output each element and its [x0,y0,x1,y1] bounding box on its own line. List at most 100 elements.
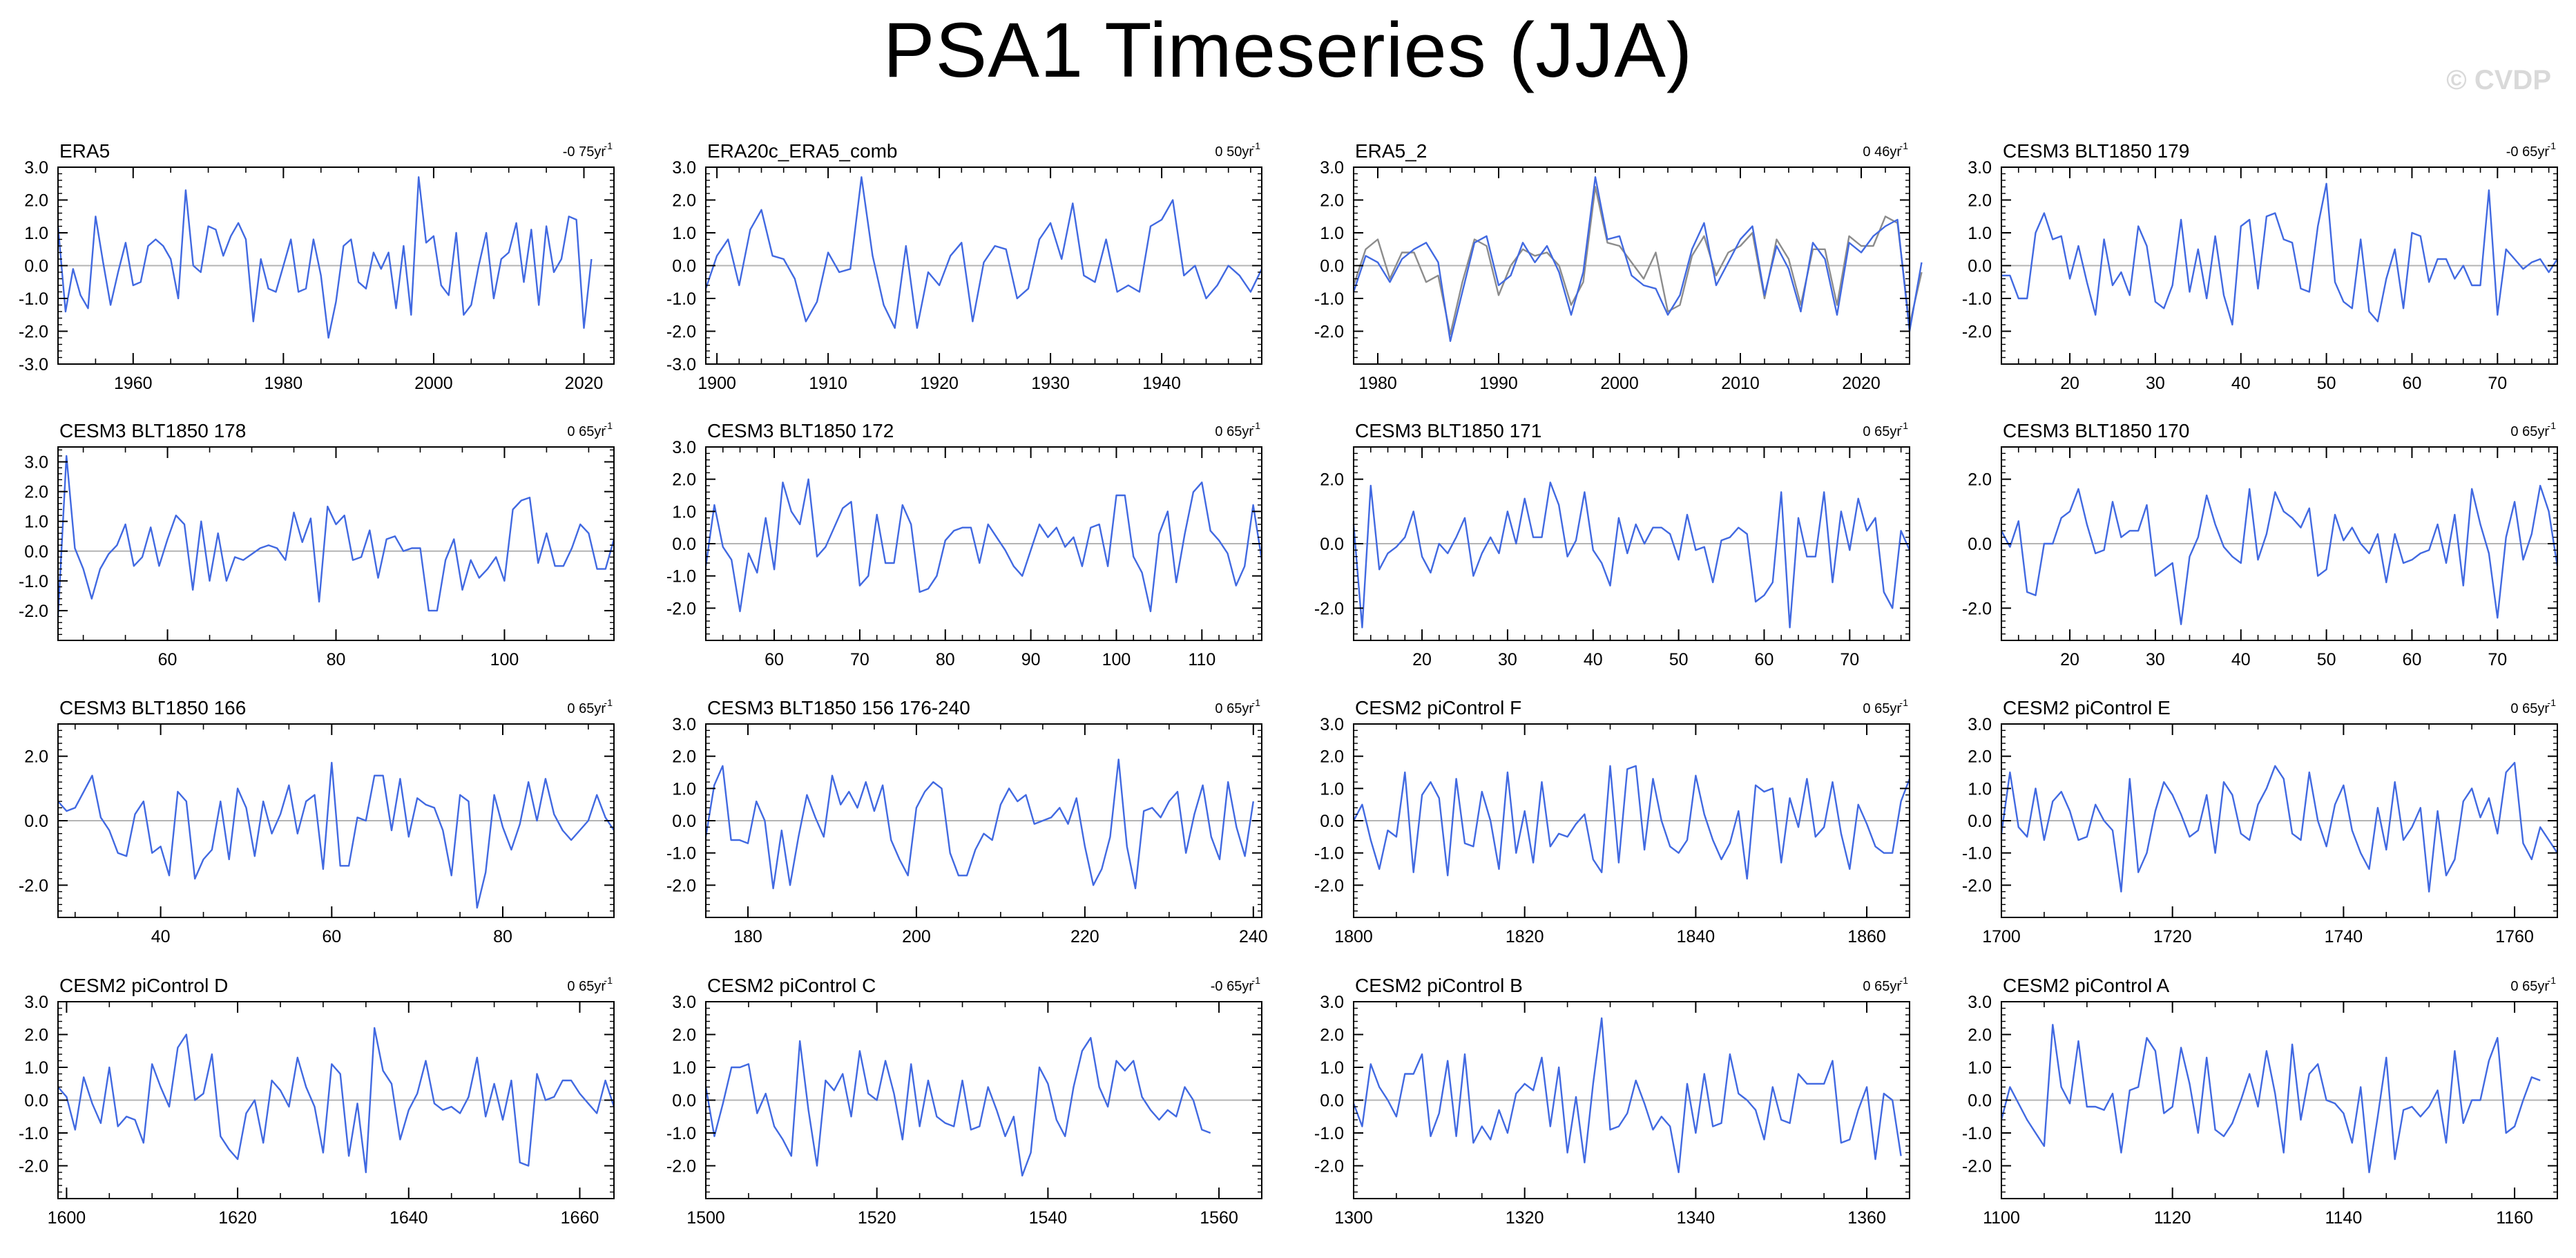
y-tick-label: 1.0 [1968,224,1992,243]
trend-exponent: -1 [1900,975,1909,986]
y-tick-label: 2.0 [1968,747,1992,767]
trend-label: 0 65yr [2510,701,2549,716]
x-tick-label: 1930 [1031,374,1070,393]
panel-12: 1700 1720 1740 1760 -2.0 -1.0 0.0 1.0 2.0 3.0 CESM… [1962,697,2559,946]
x-tick-label: 20 [2060,650,2079,669]
x-tick-label: 1800 [1334,927,1373,946]
y-tick-label: 2.0 [672,191,696,211]
x-tick-label: 110 [1188,650,1215,669]
trend-exponent: -1 [604,975,613,986]
x-tick-label: 1300 [1334,1208,1373,1228]
y-tick-label: -1.0 [666,844,696,864]
plot-frame [57,446,615,641]
x-tick-label: 1600 [48,1208,86,1228]
panel-11: 1800 1820 1840 1860 -2.0 -1.0 0.0 1.0 2.0 3.0 CESM… [1314,697,1911,946]
y-tick-label: 3.0 [24,993,48,1012]
x-tick-label: 1960 [114,374,153,393]
y-tick-label: 0.0 [24,812,48,831]
panel-10: 180 200 220 240 -2.0 -1.0 0.0 1.0 2.0 3.0 CESM3 BL… [666,697,1268,946]
y-tick-label: 0.0 [672,1092,696,1111]
y-tick-label: 1.0 [1968,1058,1992,1078]
x-tick-label: 20 [1412,650,1432,669]
y-tick-label: 3.0 [1968,158,1992,178]
panel-title: CESM2 piControl D [59,975,228,996]
x-tick-label: 220 [1070,927,1099,946]
trend-exponent: -1 [1252,420,1261,431]
x-tick-label: 1840 [1677,927,1715,946]
x-tick-label: 1660 [561,1208,599,1228]
series-line [1352,482,1911,629]
trend-label: 0 65yr [567,424,606,439]
y-tick-label: 1.0 [1320,1058,1344,1078]
y-tick-label: -2.0 [1962,1157,1992,1176]
series-line [704,176,1263,329]
cvdp-watermark: © CVDP [2446,65,2551,95]
x-tick-label: 200 [902,927,931,946]
y-tick-label: -1.0 [19,289,48,309]
y-tick-label: 2.0 [24,1026,48,1045]
y-tick-label: 3.0 [672,715,696,734]
panel-7: 20 30 40 50 60 70 -2.0 0.0 2.0 CESM3 BLT1850 171 0… [1314,420,1911,669]
y-tick-label: 2.0 [672,747,696,767]
y-tick-label: -2.0 [1962,599,1992,618]
panel-title: CESM3 BLT1850 156 176-240 [707,697,970,718]
x-tick-label: 70 [1840,650,1859,669]
x-tick-label: 70 [2488,650,2507,669]
y-tick-label: -2.0 [1314,876,1344,895]
panel-title: ERA5_2 [1355,140,1427,162]
y-tick-label: 2.0 [24,191,48,211]
series-line [704,478,1263,613]
y-tick-label: 3.0 [1320,715,1344,734]
x-tick-label: 60 [765,650,784,669]
y-tick-label: -2.0 [19,876,48,895]
trend-exponent: -1 [604,140,613,151]
y-tick-label: 0.0 [24,542,48,562]
y-tick-label: 3.0 [672,158,696,178]
y-tick-label: -1.0 [666,1124,696,1143]
y-tick-label: -1.0 [1962,844,1992,864]
trend-exponent: -1 [2548,697,2557,708]
y-tick-label: 0.0 [24,1092,48,1111]
x-tick-label: 40 [1584,650,1603,669]
trend-exponent: -1 [1900,697,1909,708]
panel-title: ERA5 [59,140,110,162]
x-tick-label: 1940 [1142,374,1181,393]
y-tick-label: 3.0 [672,438,696,457]
trend-exponent: -1 [1900,140,1909,151]
series-line [2000,761,2559,893]
x-tick-label: 80 [327,650,346,669]
y-tick-label: 3.0 [1968,715,1992,734]
y-tick-label: 3.0 [24,453,48,473]
page-title: PSA1 Timeseries (JJA) [883,7,1693,93]
x-tick-label: 90 [1021,650,1041,669]
y-tick-label: -2.0 [1962,876,1992,895]
x-tick-label: 80 [936,650,955,669]
panel-title: ERA20c_ERA5_comb [707,140,897,162]
x-tick-label: 2020 [565,374,604,393]
y-tick-label: 2.0 [24,483,48,502]
trend-label: 0 65yr [2510,424,2549,439]
x-tick-label: 100 [490,650,519,669]
series-line [2000,484,2559,625]
y-tick-label: -1.0 [19,1124,48,1143]
trend-exponent: -1 [1900,420,1909,431]
y-tick-label: 1.0 [672,502,696,522]
trend-exponent: -1 [604,697,613,708]
trend-label: 0 46yr [1863,144,1901,160]
y-tick-label: 3.0 [1320,158,1344,178]
series-line [1352,765,1911,880]
x-tick-label: 40 [2231,650,2251,669]
series-line [1352,176,1923,342]
x-tick-label: 2020 [1842,374,1881,393]
x-tick-label: 1910 [809,374,847,393]
panel-title: CESM2 piControl B [1355,975,1523,996]
x-tick-label: 1760 [2495,927,2534,946]
x-tick-label: 1620 [218,1208,257,1228]
x-tick-label: 1640 [390,1208,428,1228]
y-tick-label: 2.0 [24,747,48,767]
x-tick-label: 60 [2403,650,2422,669]
y-tick-label: 0.0 [1968,535,1992,554]
x-tick-label: 1720 [2153,927,2192,946]
series-line [57,176,593,339]
y-tick-label: 0.0 [1968,257,1992,276]
